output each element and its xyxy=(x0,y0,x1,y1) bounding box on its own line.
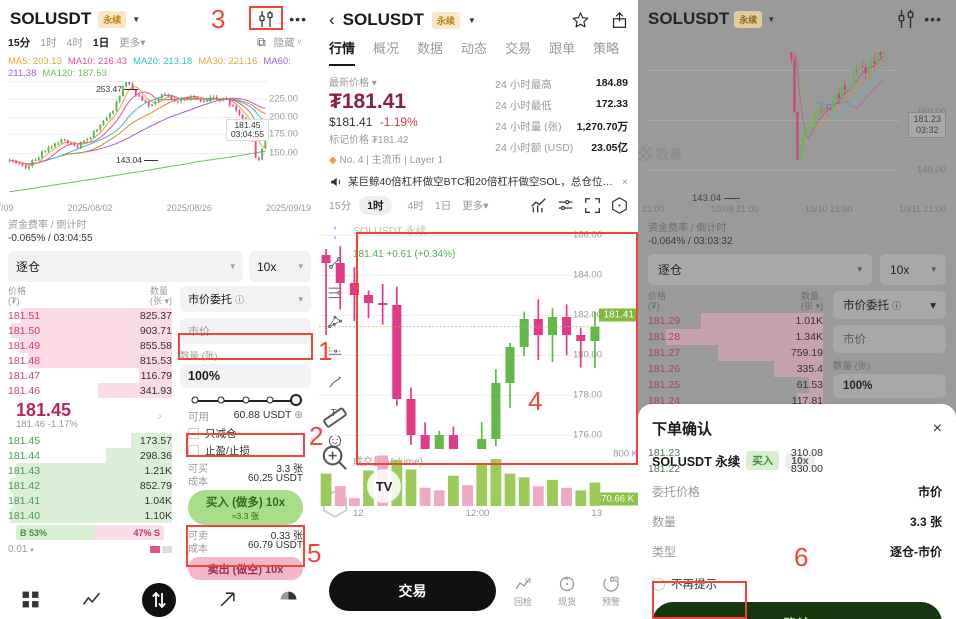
svg-text:5x: 5x xyxy=(525,579,531,585)
